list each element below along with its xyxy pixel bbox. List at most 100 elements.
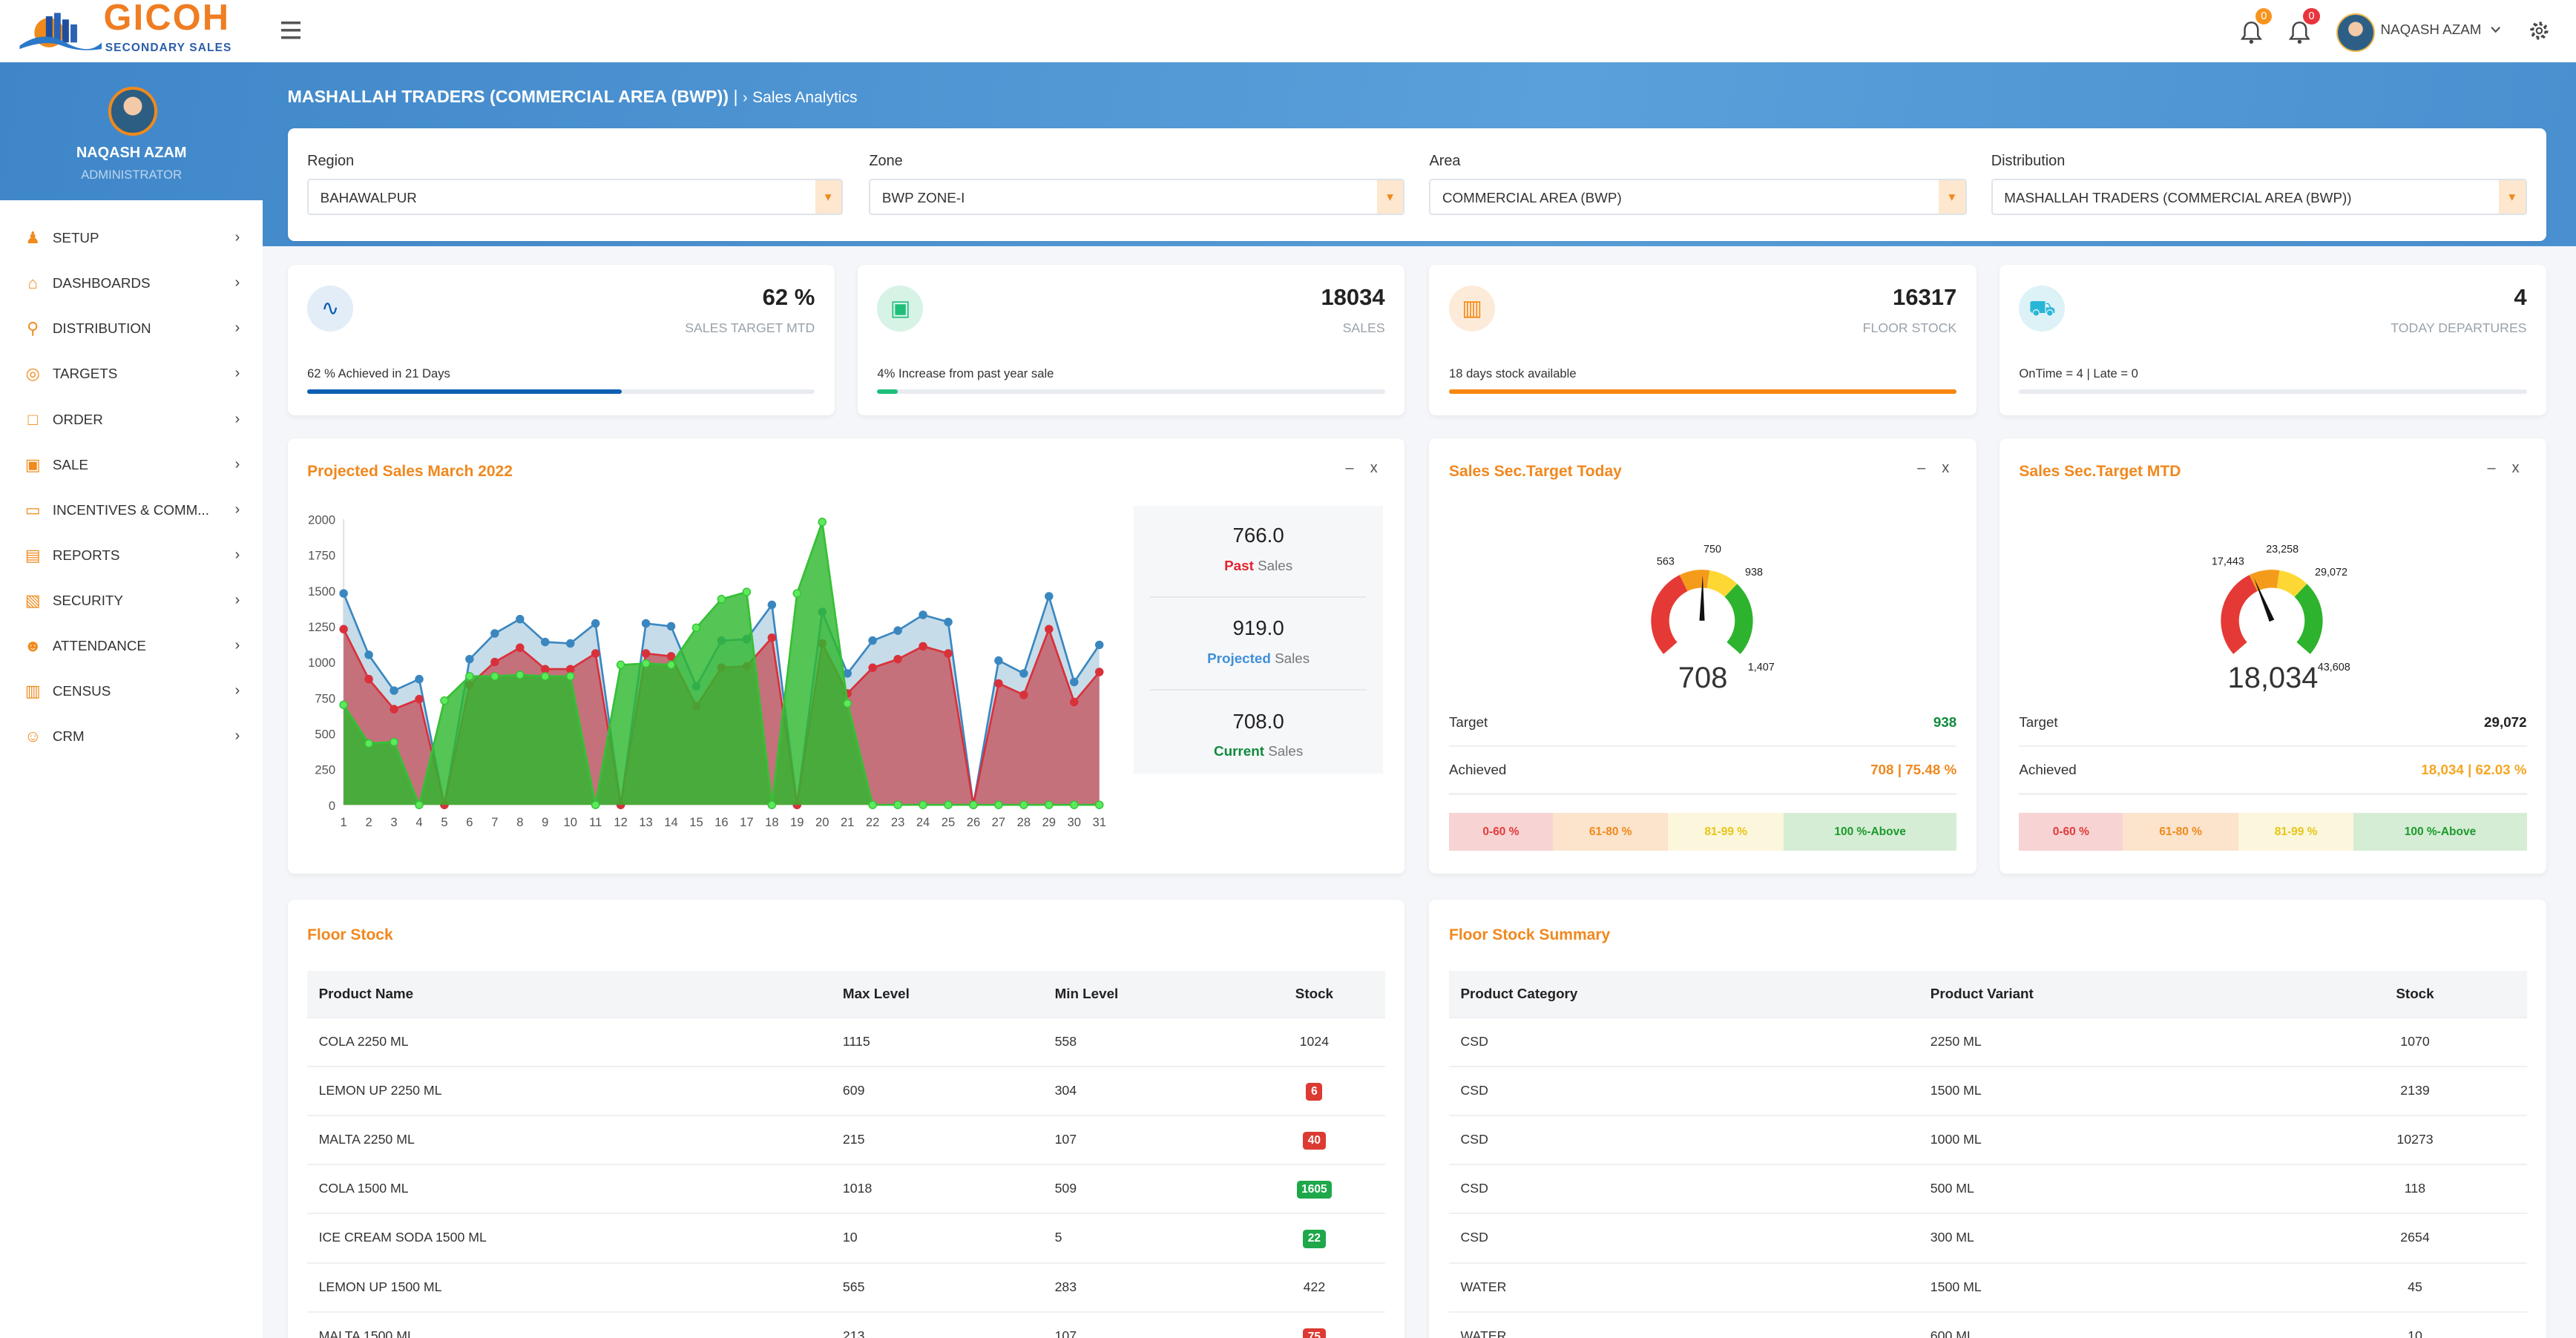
summary-value: 708.0 bbox=[1232, 709, 1284, 733]
minimize-button[interactable]: – bbox=[1917, 459, 1926, 476]
cell-min: 107 bbox=[1054, 1132, 1077, 1147]
sidebar-item-order[interactable]: □ ORDER › bbox=[23, 405, 240, 435]
cell-name: LEMON UP 1500 ML bbox=[318, 1279, 442, 1294]
breadcrumb-distributor[interactable]: MASHALLAH TRADERS (COMMERCIAL AREA (BWP)… bbox=[287, 87, 729, 107]
column-header[interactable]: Max Level bbox=[842, 985, 910, 1001]
progress-bar bbox=[1449, 389, 1957, 395]
cell-category: CSD bbox=[1460, 1082, 1488, 1098]
dropdown-arrow-icon[interactable]: ▾ bbox=[1939, 180, 1965, 214]
sidebar-item-incentives-comm[interactable]: ▭ INCENTIVES & COMM... › bbox=[23, 495, 240, 525]
point-projected bbox=[868, 636, 877, 645]
sidebar-item-label: INCENTIVES & COMM... bbox=[52, 501, 209, 518]
filter-label: Area bbox=[1429, 152, 1461, 169]
table-header: Product Category Product Variant Stock bbox=[1449, 970, 2527, 1017]
point-past bbox=[767, 633, 776, 642]
selected-value: BWP ZONE-I bbox=[881, 190, 965, 206]
column-header[interactable]: Min Level bbox=[1054, 985, 1119, 1001]
point-current bbox=[641, 659, 650, 668]
bar-chart-icon: ▥ bbox=[1449, 286, 1495, 332]
column-header[interactable]: Stock bbox=[2396, 985, 2434, 1001]
close-button[interactable]: x bbox=[2511, 459, 2520, 476]
sidebar-item-security[interactable]: ▧ SECURITY › bbox=[23, 586, 240, 616]
point-projected bbox=[843, 668, 852, 678]
sidebar-item-sale[interactable]: ▣ SALE › bbox=[23, 450, 240, 480]
user-avatar[interactable] bbox=[2336, 13, 2376, 53]
dropdown-arrow-icon[interactable]: ▾ bbox=[1376, 180, 1404, 214]
sidebar-item-dashboards[interactable]: ⌂ DASHBOARDS › bbox=[23, 268, 240, 298]
sidebar-item-reports[interactable]: ▤ REPORTS › bbox=[23, 541, 240, 570]
card-title: Sales Sec.Target MTD bbox=[2019, 463, 2181, 481]
user-name[interactable]: NAQASH AZAM bbox=[2380, 21, 2482, 37]
chevron-right-icon: › bbox=[234, 410, 240, 427]
cart-icon: ▣ bbox=[24, 455, 41, 474]
cell-max: 10 bbox=[842, 1230, 858, 1245]
x-tick-label: 20 bbox=[815, 815, 829, 829]
sidebar-item-label: SECURITY bbox=[52, 593, 123, 609]
point-projected bbox=[364, 650, 373, 659]
column-header[interactable]: Product Category bbox=[1460, 985, 1578, 1001]
column-header[interactable]: Product Name bbox=[318, 985, 414, 1001]
x-tick-label: 29 bbox=[1042, 815, 1055, 829]
filter-select-zone[interactable]: BWP ZONE-I ▾ bbox=[869, 179, 1405, 216]
cell-stock: 422 bbox=[1265, 1264, 1364, 1310]
column-header[interactable]: Stock bbox=[1295, 985, 1334, 1001]
table-row: CSD 300 ML 2654 bbox=[1449, 1213, 2527, 1262]
cell-variant: 2250 ML bbox=[1930, 1033, 1982, 1049]
sidebar-item-crm[interactable]: ☺ CRM › bbox=[23, 722, 240, 751]
stock-badge: 22 bbox=[1303, 1230, 1326, 1248]
gear-icon[interactable] bbox=[2529, 20, 2550, 42]
alert-bell-icon[interactable] bbox=[2288, 20, 2310, 45]
point-current bbox=[868, 800, 877, 809]
notification-bell-icon[interactable] bbox=[2241, 20, 2263, 45]
column-header[interactable]: Product Variant bbox=[1930, 985, 2034, 1001]
filter-select-region[interactable]: BAHAWALPUR ▾ bbox=[307, 179, 843, 216]
x-tick-label: 18 bbox=[765, 815, 778, 829]
sidebar-item-setup[interactable]: ♟ SETUP › bbox=[23, 223, 240, 253]
point-projected bbox=[565, 639, 575, 648]
point-current bbox=[893, 800, 902, 809]
minimize-button[interactable]: – bbox=[1345, 459, 1354, 476]
hamburger-menu-icon[interactable] bbox=[280, 21, 301, 39]
sidebar-item-attendance[interactable]: ☻ ATTENDANCE › bbox=[23, 631, 240, 661]
card-title: Floor Stock bbox=[307, 926, 393, 943]
point-projected bbox=[515, 614, 525, 624]
close-button[interactable]: x bbox=[1942, 459, 1950, 476]
stat-label: FLOOR STOCK bbox=[1862, 320, 1957, 335]
dropdown-arrow-icon[interactable]: ▾ bbox=[815, 180, 841, 214]
sidebar-item-census[interactable]: ▥ CENSUS › bbox=[23, 676, 240, 706]
filter-select-area[interactable]: COMMERCIAL AREA (BWP) ▾ bbox=[1429, 179, 1967, 216]
point-current bbox=[843, 699, 852, 708]
point-past bbox=[1044, 624, 1054, 633]
close-button[interactable]: x bbox=[1370, 459, 1378, 476]
x-tick-label: 15 bbox=[689, 815, 703, 829]
filter-select-distribution[interactable]: MASHALLAH TRADERS (COMMERCIAL AREA (BWP)… bbox=[1991, 179, 2527, 216]
chevron-down-icon[interactable] bbox=[2491, 26, 2500, 34]
sidebar-item-targets[interactable]: ◎ TARGETS › bbox=[23, 359, 240, 389]
point-past bbox=[414, 694, 424, 704]
minimize-button[interactable]: – bbox=[2487, 459, 2496, 476]
summary-label: Projected Sales bbox=[1134, 650, 1384, 667]
sidebar-item-distribution[interactable]: ⚲ DISTRIBUTION › bbox=[23, 314, 240, 343]
point-past bbox=[389, 705, 398, 714]
x-tick-label: 1 bbox=[340, 815, 346, 829]
achieved-row: Achieved 708 | 75.48 % bbox=[1449, 762, 1956, 778]
cell-stock: 10 bbox=[2408, 1328, 2422, 1338]
progress-bar bbox=[877, 389, 1385, 395]
dropdown-arrow-icon[interactable]: ▾ bbox=[2499, 180, 2526, 214]
chevron-right-icon: › bbox=[234, 546, 240, 563]
gauge-needle bbox=[2254, 578, 2275, 622]
point-current bbox=[691, 623, 700, 632]
cell-name: MALTA 2250 ML bbox=[318, 1132, 415, 1147]
gauge-tick-label: 23,258 bbox=[2267, 544, 2299, 556]
legend-item: 0-60 % bbox=[1449, 813, 1553, 851]
cell-min: 5 bbox=[1054, 1230, 1062, 1245]
gauge-segment bbox=[1724, 584, 1753, 655]
filter-card: Region BAHAWALPUR ▾ Zone BWP ZONE-I ▾ Area COMM… bbox=[287, 128, 2547, 242]
point-projected bbox=[943, 617, 953, 627]
sidebar: ♟ SETUP › ⌂ DASHBOARDS › ⚲ DISTRIBUTION › ◎ TARGET… bbox=[0, 200, 263, 1338]
x-tick-label: 24 bbox=[916, 815, 929, 829]
cell-stock: 1605 bbox=[1265, 1165, 1364, 1211]
stock-value: 422 bbox=[1303, 1279, 1326, 1294]
gauge-needle bbox=[1699, 574, 1705, 622]
cell-min: 509 bbox=[1054, 1181, 1077, 1196]
